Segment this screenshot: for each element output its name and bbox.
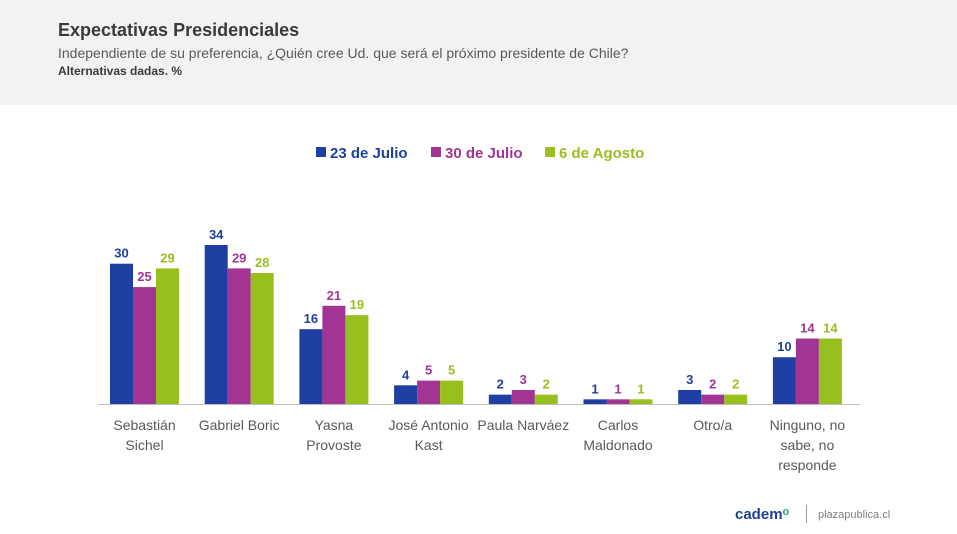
- data-label: 5: [448, 363, 455, 378]
- category-label: Carlos: [598, 417, 638, 433]
- bar: [156, 268, 179, 404]
- category-label: sabe, no: [781, 437, 835, 453]
- cadem-logo: cademo: [735, 506, 790, 523]
- data-label: 29: [160, 250, 174, 265]
- footer-site: plazapublica.cl: [818, 509, 891, 521]
- data-label: 3: [520, 372, 527, 387]
- data-label: 25: [137, 269, 151, 284]
- bar: [440, 380, 464, 404]
- legend-swatch: [545, 147, 555, 157]
- bar: [534, 394, 558, 404]
- bar: [488, 394, 512, 404]
- bar: [417, 380, 441, 404]
- legend-label: 30 de Julio: [445, 145, 523, 162]
- data-label: 16: [304, 311, 318, 326]
- bar: [795, 338, 819, 404]
- bar: [629, 399, 653, 404]
- data-label: 29: [232, 250, 246, 265]
- legend-swatch: [316, 147, 326, 157]
- data-label: 4: [402, 367, 410, 382]
- header-band: Expectativas Presidenciales Independient…: [0, 0, 957, 105]
- bar: [299, 329, 323, 404]
- data-label: 14: [800, 321, 815, 336]
- data-label: 1: [591, 381, 598, 396]
- category-label: Provoste: [306, 437, 361, 453]
- category-label: Sichel: [125, 437, 163, 453]
- data-label: 14: [823, 321, 838, 336]
- bar: [227, 268, 251, 404]
- legend-swatch: [431, 147, 441, 157]
- category-label: Yasna: [315, 417, 354, 433]
- footer-divider: [806, 505, 807, 523]
- data-label: 2: [497, 377, 504, 392]
- category-label: Paula Narváez: [477, 417, 569, 433]
- bar: [772, 357, 796, 404]
- bar: [678, 389, 702, 404]
- data-label: 3: [686, 372, 693, 387]
- category-label: responde: [778, 457, 837, 473]
- data-label: 5: [425, 363, 432, 378]
- page-title: Expectativas Presidenciales: [58, 20, 300, 40]
- bar: [110, 263, 133, 404]
- bar: [818, 338, 842, 404]
- category-label: Kast: [415, 437, 443, 453]
- data-label: 34: [209, 227, 224, 242]
- data-label: 19: [350, 297, 364, 312]
- data-label: 30: [114, 246, 128, 261]
- data-label: 28: [255, 255, 269, 270]
- bar: [606, 399, 630, 404]
- data-label: 1: [614, 381, 621, 396]
- page-subtitle: Independiente de su preferencia, ¿Quién …: [58, 45, 629, 61]
- category-label: Maldonado: [583, 437, 652, 453]
- bar: [394, 385, 418, 404]
- data-label: 10: [777, 339, 791, 354]
- bar: [511, 389, 535, 404]
- page-note: Alternativas dadas. %: [58, 64, 183, 78]
- bar: [345, 315, 369, 404]
- data-label: 2: [543, 377, 550, 392]
- data-label: 21: [327, 288, 341, 303]
- legend-label: 23 de Julio: [330, 145, 408, 162]
- bar: [724, 394, 748, 404]
- bar: [250, 273, 274, 404]
- bar: [204, 245, 228, 404]
- data-label: 2: [709, 377, 716, 392]
- bar: [322, 305, 346, 404]
- legend-label: 6 de Agosto: [559, 145, 644, 162]
- category-label: Sebastián: [113, 417, 175, 433]
- bar: [701, 394, 725, 404]
- bar: [133, 287, 156, 404]
- data-label: 2: [732, 377, 739, 392]
- category-label: José Antonio: [389, 417, 469, 433]
- category-label: Otro/a: [693, 417, 732, 433]
- data-label: 1: [637, 381, 644, 396]
- bar: [583, 399, 607, 404]
- category-label: Ninguno, no: [770, 417, 846, 433]
- logo-dot-icon: o: [782, 506, 790, 518]
- category-label: Gabriel Boric: [199, 417, 280, 433]
